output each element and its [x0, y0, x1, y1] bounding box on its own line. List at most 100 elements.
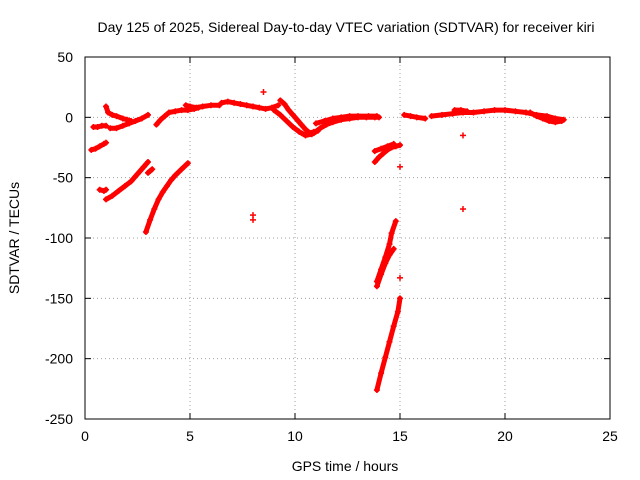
data-point	[157, 116, 164, 123]
data-point	[502, 107, 508, 114]
data-point	[231, 99, 238, 106]
data-point	[289, 123, 296, 130]
y-tick-label: -50	[53, 170, 73, 186]
data-point	[317, 125, 324, 132]
y-tick-label: 50	[57, 49, 73, 65]
data-point	[103, 196, 109, 203]
data-point	[224, 98, 231, 105]
data-point	[546, 117, 553, 124]
data-point	[113, 125, 120, 132]
data-point	[302, 132, 309, 139]
data-point	[103, 139, 109, 146]
y-tick-label: -200	[45, 351, 73, 367]
data-point	[539, 115, 546, 122]
data-point	[310, 130, 317, 137]
data-point	[378, 266, 385, 273]
data-arc-arc-h	[143, 160, 191, 235]
data-point	[277, 111, 284, 118]
data-point	[218, 99, 225, 106]
data-point	[275, 102, 282, 109]
data-point	[145, 169, 151, 176]
data-point	[237, 101, 244, 108]
data-point	[94, 123, 101, 130]
data-point	[208, 102, 214, 109]
data-points	[88, 88, 567, 394]
data-point	[88, 146, 95, 153]
data-point	[386, 338, 393, 345]
data-point	[397, 274, 403, 281]
data-point	[163, 183, 170, 190]
data-arc-arc-d	[103, 159, 151, 202]
data-point	[449, 110, 456, 117]
data-point	[512, 108, 519, 115]
data-point	[289, 111, 296, 118]
data-point	[161, 113, 168, 120]
data-point	[187, 103, 193, 110]
data-point	[401, 111, 408, 118]
data-point	[178, 166, 185, 173]
y-tick-label: 0	[65, 109, 73, 125]
data-point	[378, 370, 385, 377]
data-point	[271, 107, 277, 114]
data-point	[281, 101, 288, 108]
data-point	[460, 132, 466, 139]
data-point	[155, 196, 162, 203]
data-point	[371, 158, 378, 165]
data-point	[470, 109, 477, 116]
data-point	[451, 107, 458, 114]
x-tick-label: 0	[81, 428, 89, 444]
data-point	[140, 163, 147, 170]
data-arc-arc-k	[219, 99, 281, 112]
data-point	[168, 177, 175, 184]
data-point	[407, 113, 414, 120]
data-point	[262, 105, 269, 112]
data-point	[313, 120, 319, 127]
y-axis-title: SDTVAR / TECUs	[6, 182, 22, 294]
data-point	[103, 103, 109, 110]
data-point	[460, 206, 466, 213]
data-point	[371, 148, 378, 155]
data-point	[96, 143, 103, 150]
data-point	[388, 230, 395, 237]
data-point	[384, 143, 391, 150]
data-point	[394, 308, 401, 315]
axis-ticks: 0 5 10 15 20 25 50 0 -50 -100 -150 -200 -250	[45, 49, 618, 444]
data-point	[283, 117, 290, 124]
x-tick-label: 25	[602, 428, 618, 444]
data-arc-arc-u	[401, 112, 428, 121]
data-point	[172, 172, 179, 179]
data-point	[92, 145, 99, 152]
data-point	[302, 126, 309, 133]
data-point	[373, 387, 380, 394]
data-point	[386, 241, 393, 248]
data-point	[365, 113, 372, 120]
x-tick-label: 15	[392, 428, 408, 444]
x-tick-label: 10	[287, 428, 303, 444]
data-point	[533, 113, 540, 120]
data-point	[552, 119, 559, 126]
data-point	[151, 206, 158, 213]
data-point	[166, 109, 172, 116]
data-point	[390, 323, 397, 330]
data-point	[355, 113, 361, 120]
data-point	[390, 245, 397, 252]
data-point	[397, 295, 403, 302]
data-point	[115, 187, 122, 194]
data-point	[182, 102, 189, 109]
data-point	[321, 117, 328, 124]
data-point	[439, 111, 445, 118]
data-point	[346, 113, 353, 120]
data-point	[250, 103, 256, 110]
data-point	[107, 125, 114, 132]
data-point	[558, 117, 565, 124]
chart-title: Day 125 of 2025, Sidereal Day-to-day VTE…	[98, 19, 595, 35]
y-tick-label: -150	[45, 290, 73, 306]
data-point	[178, 107, 185, 114]
data-point	[103, 122, 109, 129]
data-point	[491, 107, 498, 114]
x-tick-label: 5	[186, 428, 194, 444]
data-point	[172, 108, 179, 115]
data-point	[260, 88, 267, 95]
data-point	[294, 116, 301, 123]
